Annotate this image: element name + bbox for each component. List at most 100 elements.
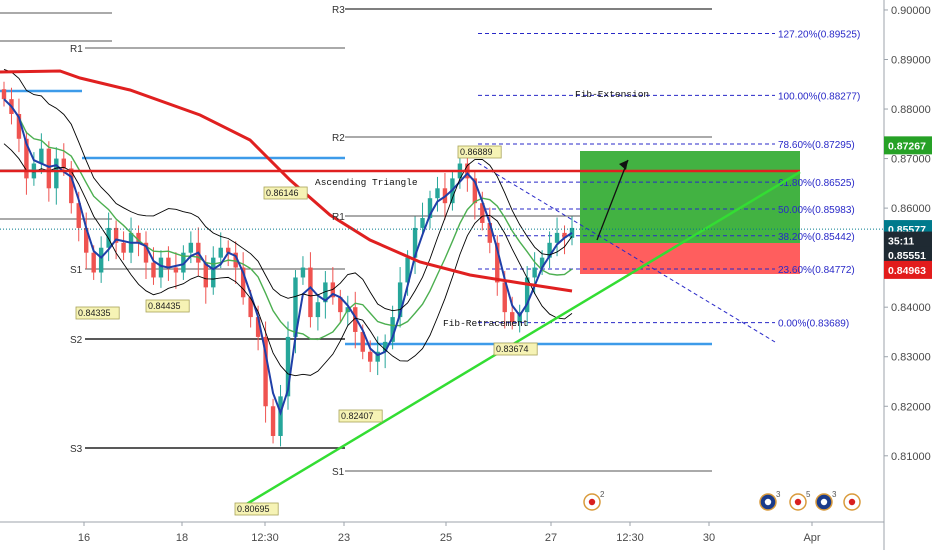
candle-body — [562, 232, 567, 238]
price-tag-label: 35:11 — [888, 236, 914, 248]
candle-body — [263, 336, 268, 407]
australia-flag-icon[interactable]: 3 — [759, 490, 781, 511]
arrow-head-icon — [619, 160, 628, 170]
candle-body — [420, 218, 425, 228]
swing-label-box — [145, 299, 190, 313]
fib-level-label: 23.60%(0.84772) — [778, 265, 855, 276]
candle-body — [405, 257, 410, 283]
pivot-label: S2 — [70, 335, 83, 346]
candle-body — [285, 336, 291, 397]
candle-body — [255, 317, 261, 337]
candle-body — [143, 242, 149, 263]
canada-flag-icon-mark — [848, 498, 856, 506]
candle-body — [532, 267, 537, 278]
candle-body — [16, 113, 22, 139]
pivot-label: S1 — [332, 467, 345, 478]
swing-label: 0.82407 — [341, 411, 374, 421]
position-zones — [580, 151, 800, 274]
candle-body — [554, 232, 560, 243]
candle-body — [188, 242, 194, 253]
swing-label-box — [75, 306, 120, 320]
swing-label: 0.80695 — [237, 504, 270, 514]
projection-arrow — [596, 159, 629, 241]
australia-flag-icon[interactable]: 3 — [815, 490, 837, 511]
swing-label-box — [338, 409, 383, 423]
candle-body — [211, 257, 216, 288]
time-tick-label: 30 — [703, 532, 715, 544]
price-tick-label: 0.82000 — [891, 401, 931, 413]
candle-body — [293, 277, 298, 337]
candle-body — [218, 247, 223, 258]
candle-body — [278, 396, 283, 436]
canada-flag-icon[interactable]: 2 — [583, 490, 605, 511]
price-tick-label: 0.88000 — [891, 104, 931, 116]
indicator-lines — [0, 68, 573, 416]
candle-body — [375, 351, 380, 362]
candle-body — [113, 227, 119, 243]
candle-body — [487, 222, 492, 243]
annotation-labels: R1 S1 S2 S3 R3 R2 R1 S1 Ascending Triangle Fib-Ex… — [70, 5, 649, 516]
candle-body — [435, 188, 440, 199]
price-tick-label: 0.83000 — [891, 352, 931, 364]
time-tick-label: 27 — [545, 532, 557, 544]
canada-flag-icon[interactable]: 5 — [789, 490, 811, 511]
candle-body — [151, 262, 156, 278]
fib-level-label: 38.20%(0.85442) — [778, 232, 855, 243]
australia-flag-icon-mark — [764, 498, 772, 506]
candle-body — [240, 267, 246, 298]
candle-body — [510, 312, 515, 323]
pivot-label: R3 — [332, 5, 345, 16]
fib-level-label: 61.80%(0.86525) — [778, 178, 855, 189]
bollinger-upper-line — [3, 68, 573, 312]
event-count: 3 — [776, 490, 781, 499]
swing-label: 0.83674 — [496, 344, 529, 354]
canada-flag-icon-mark — [588, 498, 596, 506]
candle-body — [248, 297, 253, 318]
fibonacci-lines: 127.20%(0.89525) 100.00%(0.88277) 78.60%(0… — [477, 29, 860, 343]
swing-label-box — [493, 342, 538, 356]
fib-level-label: 50.00%(0.85983) — [778, 205, 855, 216]
candle-body — [315, 302, 321, 318]
price-tick-label: 0.89000 — [891, 55, 931, 67]
canada-flag-icon-mark — [794, 498, 802, 506]
price-tag — [884, 260, 932, 279]
candle-body — [121, 242, 126, 253]
price-tick-label: 0.87000 — [891, 154, 931, 166]
fib-level-label: 100.00%(0.88277) — [778, 91, 860, 102]
time-tick-label: 12:30 — [616, 532, 644, 544]
price-tick-label: 0.86000 — [891, 203, 931, 215]
candle-body — [226, 247, 231, 253]
candle-body — [84, 227, 89, 253]
event-count: 3 — [832, 490, 837, 499]
time-tick-label: Apr — [803, 532, 820, 544]
price-tick-label: 0.84000 — [891, 302, 931, 314]
candle-body — [300, 267, 306, 278]
fib-level-label: 0.00%(0.83689) — [778, 319, 849, 330]
candle-body — [203, 262, 208, 288]
candle-body — [382, 341, 388, 352]
candle-body — [397, 282, 403, 318]
swing-label-box — [234, 502, 279, 516]
swing-label: 0.86146 — [266, 188, 299, 198]
event-count: 2 — [600, 490, 605, 499]
candle-body — [1, 89, 7, 100]
candle-body — [323, 282, 328, 303]
candle-body — [181, 252, 186, 273]
candle-body — [360, 331, 365, 352]
candle-body — [308, 267, 313, 318]
swing-label: 0.86889 — [460, 147, 493, 157]
candle-body — [61, 158, 66, 169]
candle-body — [69, 168, 74, 204]
canada-flag-icon[interactable] — [843, 493, 861, 511]
pivot-label: R2 — [332, 133, 345, 144]
candle-body — [480, 203, 485, 223]
sma-red-line — [0, 69, 573, 293]
ema-green-line — [3, 98, 573, 341]
candle-body — [24, 138, 29, 179]
price-tag — [884, 246, 932, 265]
take-profit-zone[interactable] — [580, 151, 800, 243]
swing-label-box — [457, 145, 502, 159]
fib-level-label: 127.20%(0.89525) — [778, 29, 860, 40]
